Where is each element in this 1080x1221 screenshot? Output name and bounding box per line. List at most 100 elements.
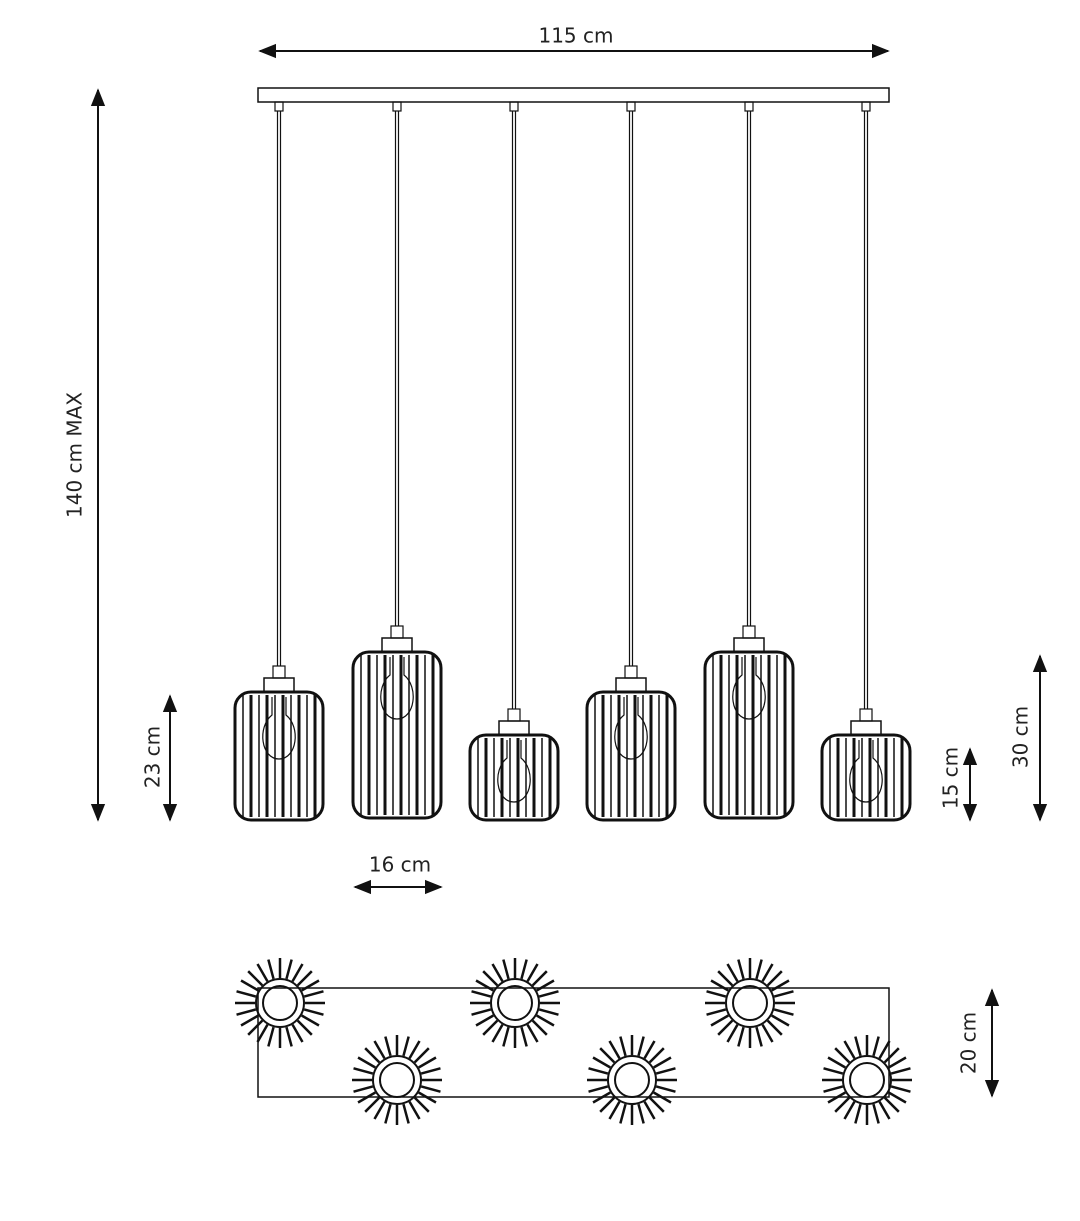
shade-top-rib (823, 1085, 844, 1093)
shade-top-rib (710, 979, 729, 992)
shade (351, 650, 443, 820)
shade-top-rib (357, 1091, 376, 1104)
shade-top-rib (872, 1036, 880, 1057)
shade-top-rib (726, 963, 739, 982)
shade-top-rib (827, 1056, 846, 1069)
cord-anchor (392, 101, 402, 112)
shade-top-rib (296, 970, 313, 987)
shade-top-rib (357, 1056, 376, 1069)
shade-top-rib (364, 1047, 381, 1064)
shade-top-rib (706, 1008, 727, 1016)
shade-top-rib (520, 1026, 528, 1047)
shade-top-rib (384, 1036, 392, 1057)
shade-top-rib (608, 1040, 621, 1059)
shade-top-rib (236, 990, 257, 998)
shade (585, 690, 677, 822)
socket (859, 708, 873, 722)
shade-top-rib (888, 1091, 907, 1104)
shade-top-rib (531, 1019, 548, 1036)
shade-top-rib (240, 1014, 259, 1027)
shade-top-rib (247, 970, 264, 987)
bulb (497, 740, 531, 803)
shade-top-rib (843, 1040, 856, 1059)
socket (624, 665, 638, 679)
socket (507, 708, 521, 722)
shade-top-bg (725, 978, 775, 1028)
bulb (732, 657, 766, 720)
shade-top-rib (538, 990, 559, 998)
shade-top-rib (267, 1026, 275, 1047)
cord-anchor (744, 101, 754, 112)
shade-top-rib (588, 1067, 609, 1075)
shade-top-rib (520, 959, 528, 980)
shade-top-rib (413, 1096, 430, 1113)
shade-top-rib (536, 1014, 555, 1027)
shade-top-bg (607, 1055, 657, 1105)
shade-top-rib (538, 1008, 559, 1016)
shade-top-rib (761, 963, 774, 982)
shade-top-rib (267, 959, 275, 980)
shade-top-rib (854, 1103, 862, 1124)
shade-top-inner (614, 1062, 650, 1098)
shade-top-bg (372, 1055, 422, 1105)
shade-top-rib (291, 1024, 304, 1043)
bulb (849, 740, 883, 803)
dimension-label: 16 cm (369, 853, 431, 877)
shade-top-rib (773, 990, 794, 998)
shade-top-rib (471, 990, 492, 998)
shade-top-rib (717, 1019, 734, 1036)
shade-top-rib (843, 1101, 856, 1120)
dimension-label: 30 cm (1009, 706, 1033, 768)
shade-top-rib (247, 1019, 264, 1036)
shade-top-rib (303, 990, 324, 998)
shade-top-rib (285, 1026, 293, 1047)
shade-top-rib (475, 1014, 494, 1027)
shade-top-rib (420, 1067, 441, 1075)
shade-top-rib (384, 1103, 392, 1124)
shade-top-rib (526, 963, 539, 982)
shade-top-rib (408, 1101, 421, 1120)
shade-top-inner (379, 1062, 415, 1098)
shade-top-rib (592, 1091, 611, 1104)
shade-top-rib (588, 1085, 609, 1093)
shade-top-rib (599, 1047, 616, 1064)
socket-cap (615, 677, 647, 693)
shade-top-rib (364, 1096, 381, 1113)
shade-top-rib (755, 959, 763, 980)
shade-top-rib (592, 1056, 611, 1069)
shade-top-rib (502, 1026, 510, 1047)
shade-top-rib (491, 1024, 504, 1043)
shade-top-rib (878, 1101, 891, 1120)
shade-top-rib (418, 1056, 437, 1069)
socket-cap (733, 637, 765, 653)
dimension-label: 140 cm MAX (63, 392, 87, 518)
shade-top-bg (842, 1055, 892, 1105)
canopy-outline (257, 987, 890, 1098)
cord-anchor (274, 101, 284, 112)
shade-top-rib (890, 1085, 911, 1093)
shade-top-rib (888, 1056, 907, 1069)
shade-top-rib (710, 1014, 729, 1027)
dimension-label: 23 cm (141, 726, 165, 788)
shade-top-rib (834, 1047, 851, 1064)
shade-top-rib (418, 1091, 437, 1104)
shade-top-rib (827, 1091, 846, 1104)
shade-top-rib (420, 1085, 441, 1093)
shade (233, 690, 325, 822)
shade-top-rib (766, 970, 783, 987)
bulb (262, 697, 296, 760)
cord-anchor (509, 101, 519, 112)
shade-top-rib (823, 1067, 844, 1075)
shade-top-inner (497, 985, 533, 1021)
shade-top-rib (536, 979, 555, 992)
shade-top-rib (737, 959, 745, 980)
socket-cap (381, 637, 413, 653)
shade-top-rib (637, 1103, 645, 1124)
shade-top-rib (653, 1091, 672, 1104)
shade-top-rib (482, 1019, 499, 1036)
shade-top-rib (883, 1047, 900, 1064)
shade-top-inner (262, 985, 298, 1021)
shade-top-rib (761, 1024, 774, 1043)
shade-top-inner (732, 985, 768, 1021)
socket-cap (498, 720, 530, 736)
